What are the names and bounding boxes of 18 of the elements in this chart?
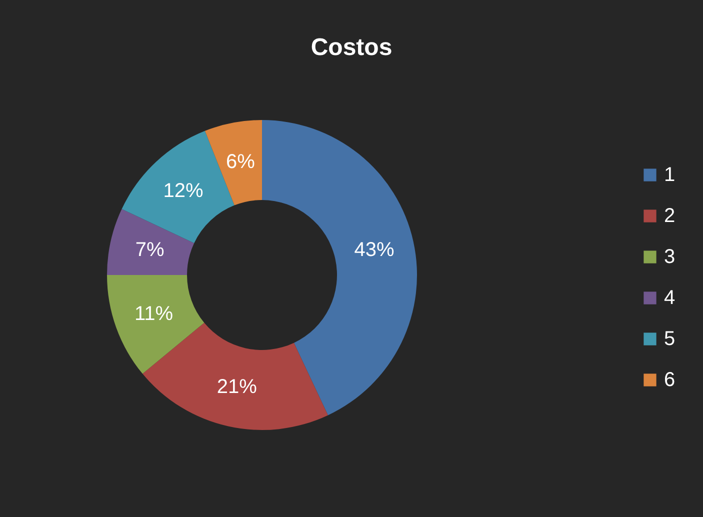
legend-label: 5 (664, 328, 676, 350)
donut-slice (262, 120, 417, 416)
data-label: 11% (134, 302, 174, 325)
donut-slice (107, 275, 204, 374)
donut-slice (107, 209, 194, 275)
data-label: 12% (163, 180, 204, 202)
donut-slice (204, 120, 262, 206)
data-label: 43% (354, 238, 394, 261)
legend-label: 1 (664, 164, 676, 186)
legend-label: 3 (664, 246, 676, 268)
data-label: 6% (226, 151, 256, 174)
data-label: 7% (135, 238, 164, 261)
legend-label: 6 (664, 369, 676, 391)
data-label: 21% (216, 376, 258, 398)
legend-label: 4 (664, 287, 676, 309)
chart-title: Costos (310, 34, 392, 61)
donut-slice (142, 322, 328, 430)
legend-label: 2 (664, 205, 676, 227)
